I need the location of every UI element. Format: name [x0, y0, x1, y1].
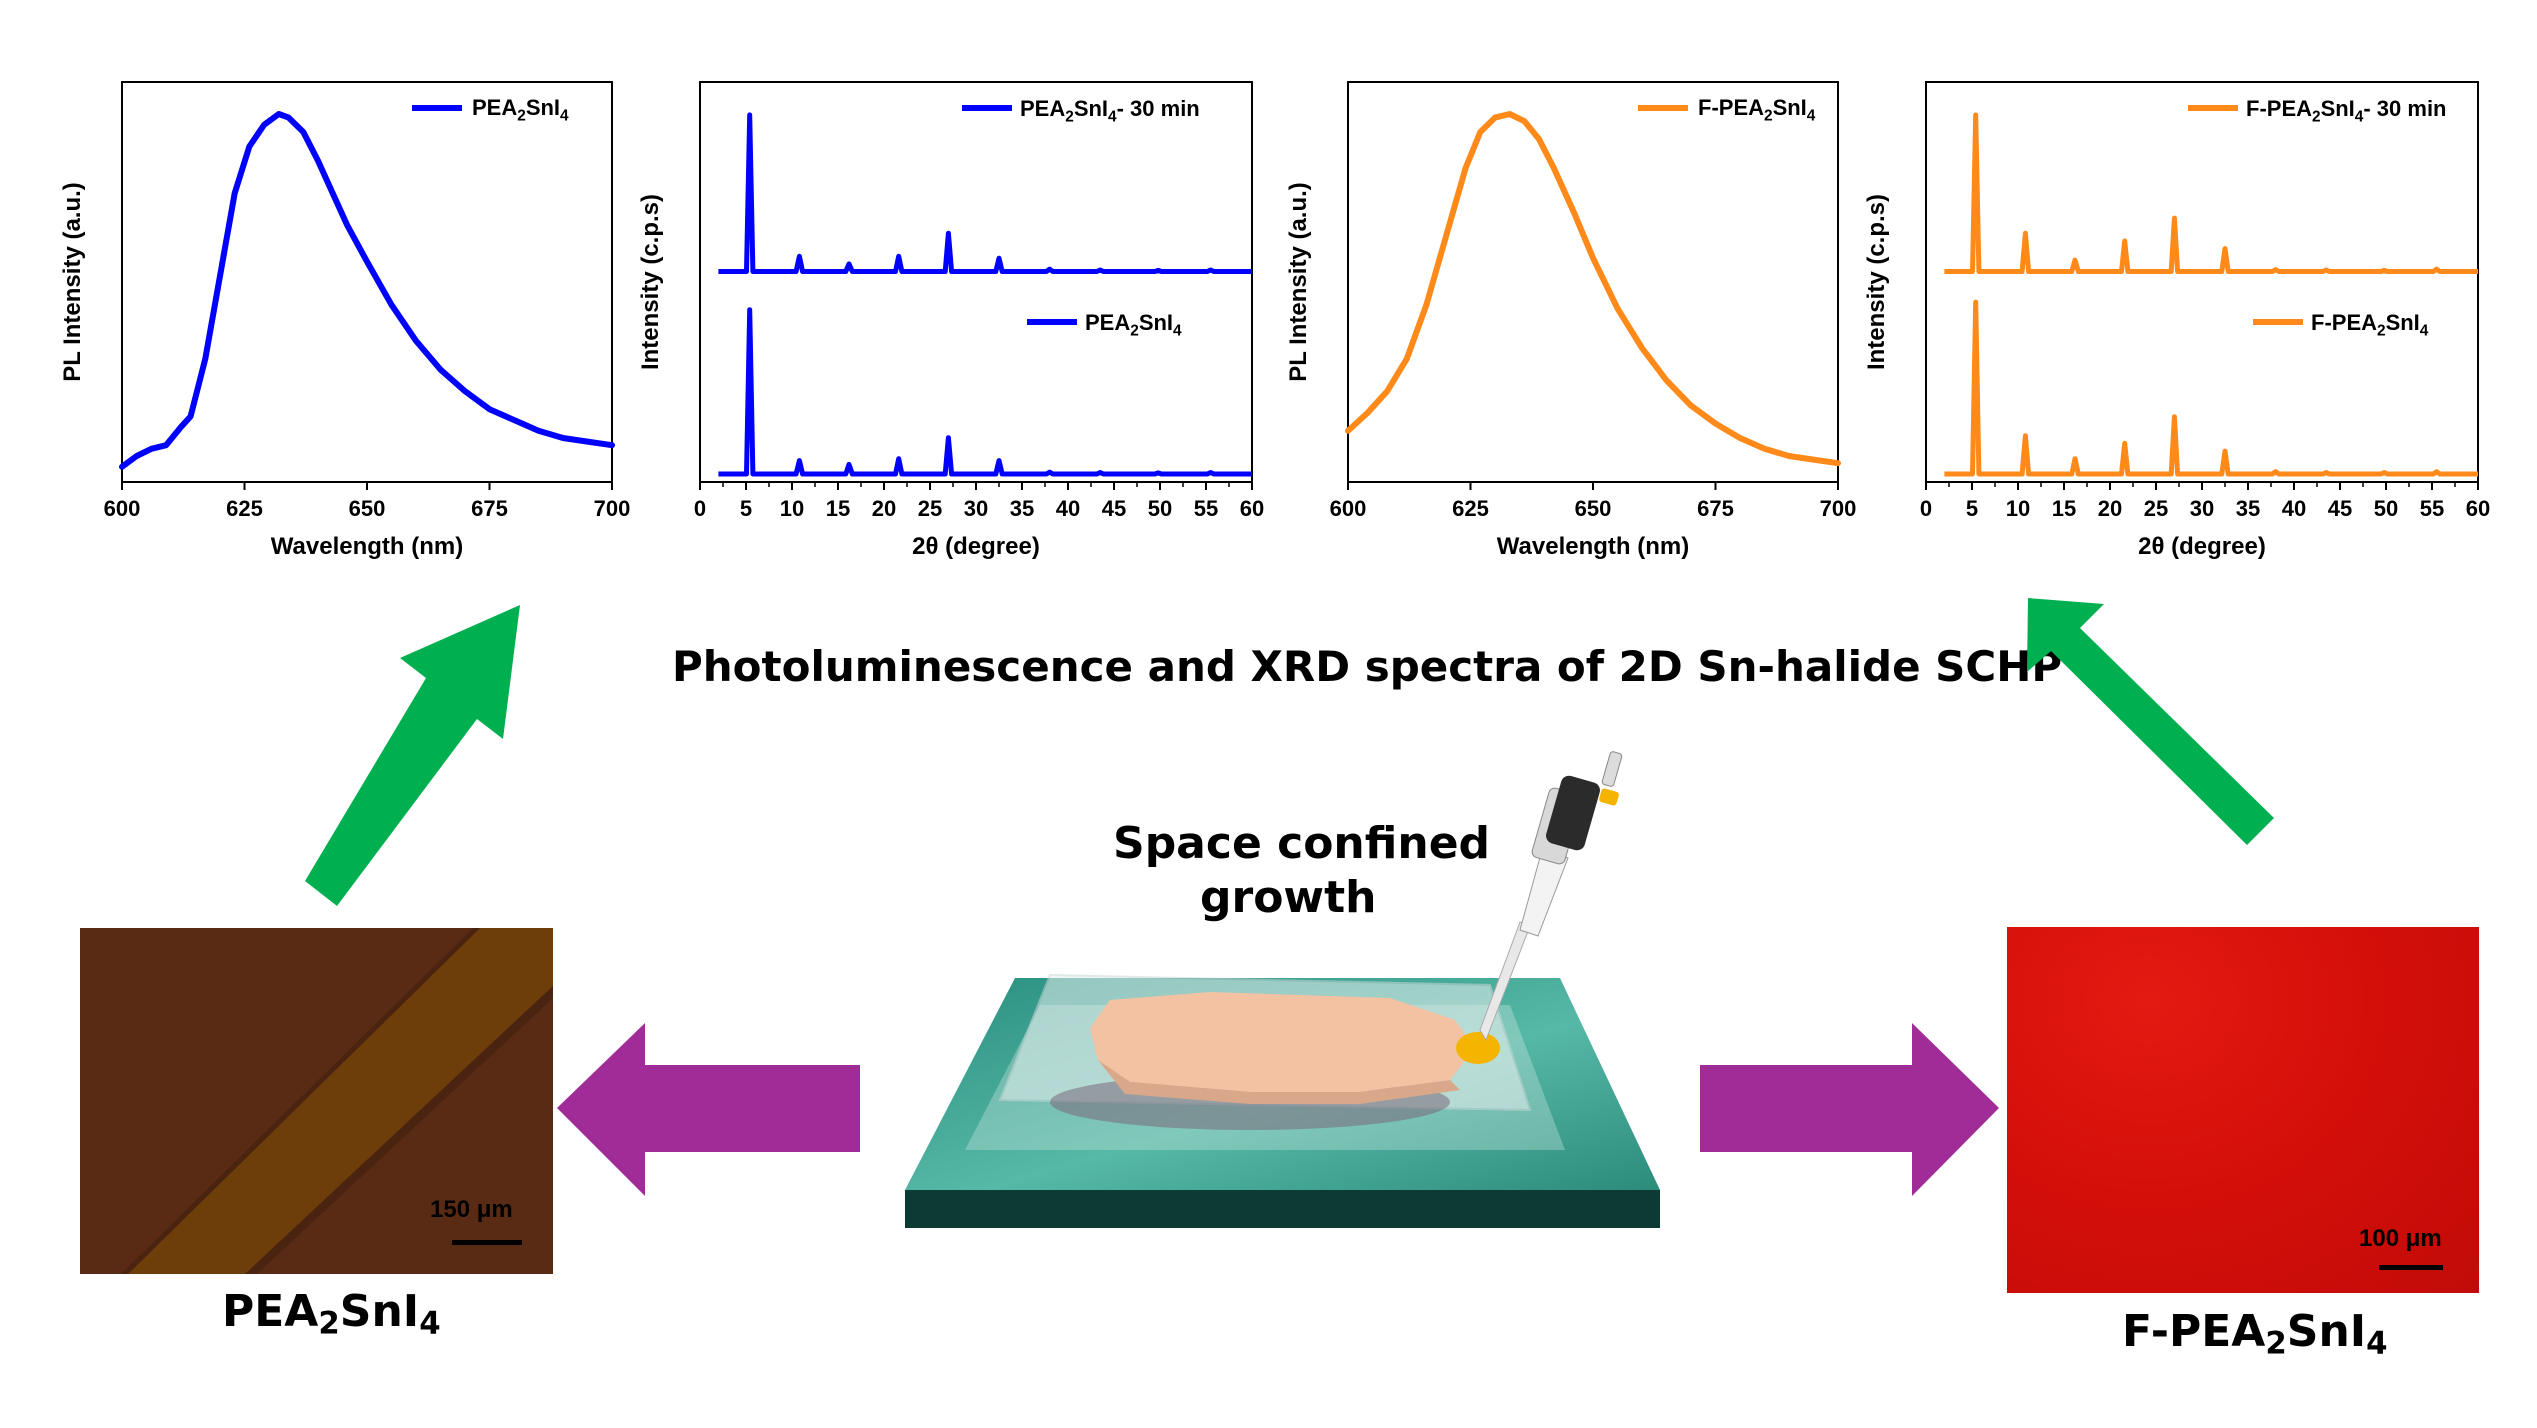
x-axis-label: 2θ (degree): [912, 533, 1040, 560]
x-tick-label: 55: [1194, 496, 1218, 521]
figure-title: Photoluminescence and XRD spectra of 2D …: [672, 642, 2063, 691]
x-tick-label: 5: [740, 496, 752, 521]
y-axis-label: Intensity (c.p.s): [1863, 194, 1890, 370]
x-tick-label: 30: [2190, 496, 2214, 521]
x-tick-label: 30: [964, 496, 988, 521]
x-tick-label: 35: [1010, 496, 1034, 521]
x-tick-label: 15: [2052, 496, 2076, 521]
x-tick-label: 700: [594, 496, 631, 521]
xrd-pattern-line: [718, 307, 1252, 477]
x-tick-label: 5: [1966, 496, 1978, 521]
x-tick-label: 700: [1820, 496, 1857, 521]
x-tick-label: 675: [471, 496, 508, 521]
x-tick-label: 50: [2374, 496, 2398, 521]
x-axis-label: Wavelength (nm): [1497, 533, 1689, 560]
x-tick-label: 675: [1697, 496, 1734, 521]
x-tick-label: 50: [1148, 496, 1172, 521]
xrd-pattern-line: [1944, 299, 2478, 477]
xrd-pattern-line: [718, 112, 1252, 274]
x-tick-label: 600: [1330, 496, 1367, 521]
plot-frame: [1925, 81, 2479, 483]
x-tick-label: 625: [226, 496, 263, 521]
sample-name-fpea: F-PEA2SnI4: [2122, 1306, 2388, 1362]
center-label-line2: growth: [1200, 872, 1377, 923]
legend-label: F-PEA2SnI4: [1698, 95, 1816, 125]
x-tick-label: 600: [104, 496, 141, 521]
x-tick-label: 40: [2282, 496, 2306, 521]
x-tick-label: 10: [2006, 496, 2030, 521]
legend-label: PEA2SnI4: [472, 95, 569, 125]
x-tick-label: 60: [1240, 496, 1264, 521]
x-axis-label: 2θ (degree): [2138, 533, 2266, 560]
center-label-line1: Space confined: [1113, 818, 1491, 869]
x-tick-label: 20: [872, 496, 896, 521]
x-tick-label: 10: [780, 496, 804, 521]
x-tick-label: 25: [2144, 496, 2168, 521]
y-axis-label: Intensity (c.p.s): [637, 194, 664, 370]
x-tick-label: 25: [918, 496, 942, 521]
x-tick-label: 0: [1920, 496, 1932, 521]
legend-label: F-PEA2SnI4: [2311, 310, 2429, 340]
x-tick-label: 625: [1452, 496, 1489, 521]
xrd-pattern-line: [1944, 112, 2478, 274]
x-tick-label: 20: [2098, 496, 2122, 521]
sample-name-pea: PEA2SnI4: [222, 1286, 441, 1342]
x-tick-label: 650: [1575, 496, 1612, 521]
legend-label: PEA2SnI4- 30 min: [1020, 96, 1200, 126]
x-tick-label: 0: [694, 496, 706, 521]
x-tick-label: 15: [826, 496, 850, 521]
scale-bar-fpea: [2379, 1265, 2443, 1270]
x-tick-label: 60: [2466, 496, 2490, 521]
x-axis-label: Wavelength (nm): [271, 533, 463, 560]
x-tick-label: 40: [1056, 496, 1080, 521]
scale-bar-pea: [452, 1240, 522, 1245]
series-line: [119, 111, 615, 470]
scale-label-pea: 150 μm: [430, 1196, 513, 1223]
x-tick-label: 650: [349, 496, 386, 521]
scale-label-fpea: 100 μm: [2359, 1225, 2442, 1252]
legend-label: PEA2SnI4: [1085, 310, 1182, 340]
y-axis-label: PL Intensity (a.u.): [1285, 182, 1312, 382]
x-tick-label: 45: [2328, 496, 2352, 521]
x-tick-label: 55: [2420, 496, 2444, 521]
micrograph-pea: 150 μm: [80, 928, 553, 1274]
legend-label: F-PEA2SnI4- 30 min: [2246, 96, 2447, 126]
x-tick-label: 35: [2236, 496, 2260, 521]
x-tick-label: 45: [1102, 496, 1126, 521]
micrograph-fpea: 100 μm: [2007, 927, 2479, 1293]
y-axis-label: PL Intensity (a.u.): [59, 182, 86, 382]
